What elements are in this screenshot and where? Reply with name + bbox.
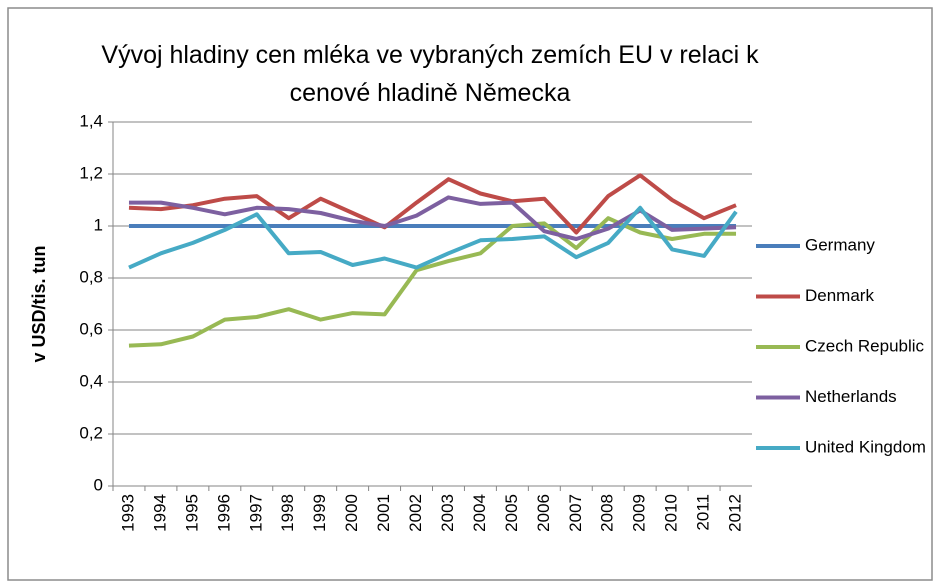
chart-title: Vývoj hladiny cen mléka ve vybraných zem… <box>101 41 759 107</box>
y-tick-label: 0,2 <box>79 423 103 442</box>
series-line <box>128 216 737 348</box>
y-axis-label: v USD/tis. tun <box>29 245 49 362</box>
x-tick-label: 2007 <box>566 494 585 532</box>
x-tick-label: 2002 <box>406 494 425 532</box>
x-tick-label: 1996 <box>214 494 233 532</box>
x-tick-label: 2004 <box>470 494 489 532</box>
x-tick-label: 2012 <box>726 494 745 532</box>
x-tick-label: 2009 <box>630 494 649 532</box>
x-tick-label: 1995 <box>182 494 201 532</box>
x-tick-label: 2003 <box>438 494 457 532</box>
y-tick-label: 0,4 <box>79 371 103 390</box>
x-tick-label: 2000 <box>342 494 361 532</box>
y-tick-label: 0,8 <box>79 267 103 286</box>
legend-label: Germany <box>805 235 875 254</box>
series-line <box>128 173 737 235</box>
x-tick-label: 1993 <box>118 494 137 532</box>
x-tick-label: 1999 <box>310 494 329 532</box>
legend-label: Czech Republic <box>805 336 925 355</box>
y-tick-label: 0 <box>94 475 103 494</box>
series-line <box>128 205 738 270</box>
y-tick-label: 1 <box>94 215 103 234</box>
x-tick-label: 2010 <box>662 494 681 532</box>
x-tick-label: 2008 <box>598 494 617 532</box>
x-tick-label: 2001 <box>374 494 393 532</box>
y-tick-label: 1,2 <box>79 163 103 182</box>
legend-label: United Kingdom <box>805 437 926 456</box>
x-tick-label: 2005 <box>502 494 521 532</box>
legend-label: Denmark <box>805 286 874 305</box>
y-tick-label: 0,6 <box>79 319 103 338</box>
x-tick-label: 1994 <box>150 494 169 532</box>
x-tick-label: 2011 <box>694 494 713 531</box>
x-tick-label: 1998 <box>278 494 297 532</box>
y-tick-label: 1,4 <box>79 111 103 130</box>
chart-border <box>7 7 933 581</box>
x-tick-label: 2006 <box>534 494 553 532</box>
legend-label: Netherlands <box>805 387 897 406</box>
x-tick-label: 1997 <box>246 494 265 532</box>
